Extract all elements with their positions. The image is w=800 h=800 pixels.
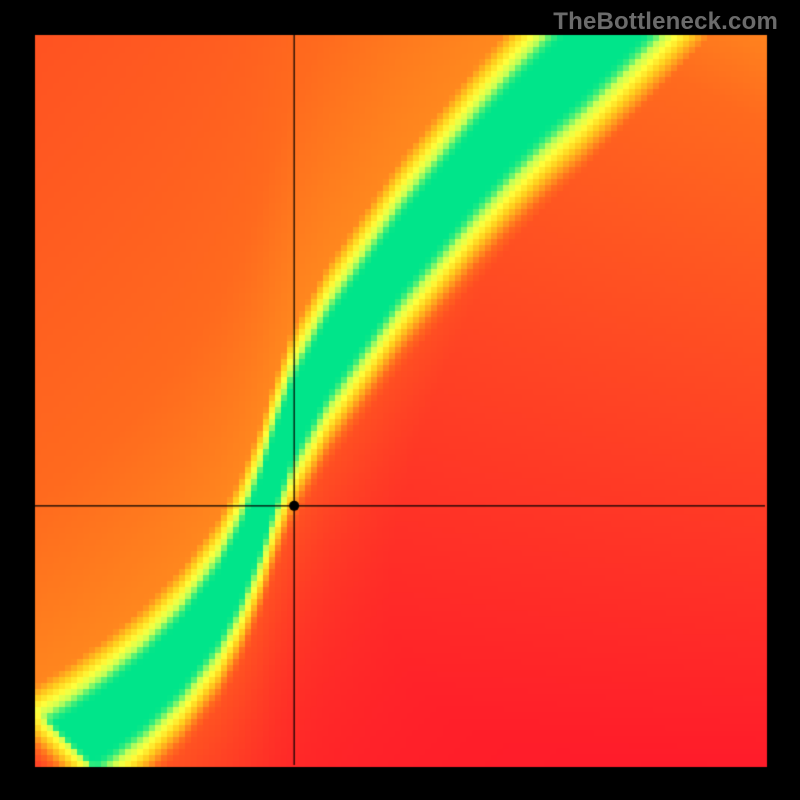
chart-container: TheBottleneck.com <box>0 0 800 800</box>
watermark-text: TheBottleneck.com <box>553 8 778 36</box>
bottleneck-heatmap-canvas <box>0 0 800 800</box>
